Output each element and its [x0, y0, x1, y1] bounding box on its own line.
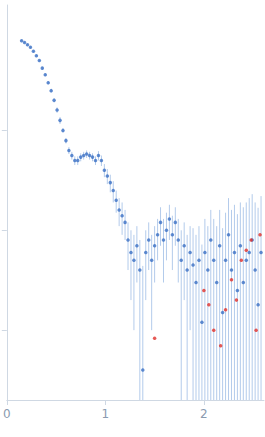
svg-text:0: 0	[3, 407, 11, 421]
svg-text:2: 2	[200, 407, 208, 421]
svg-text:1: 1	[102, 407, 110, 421]
